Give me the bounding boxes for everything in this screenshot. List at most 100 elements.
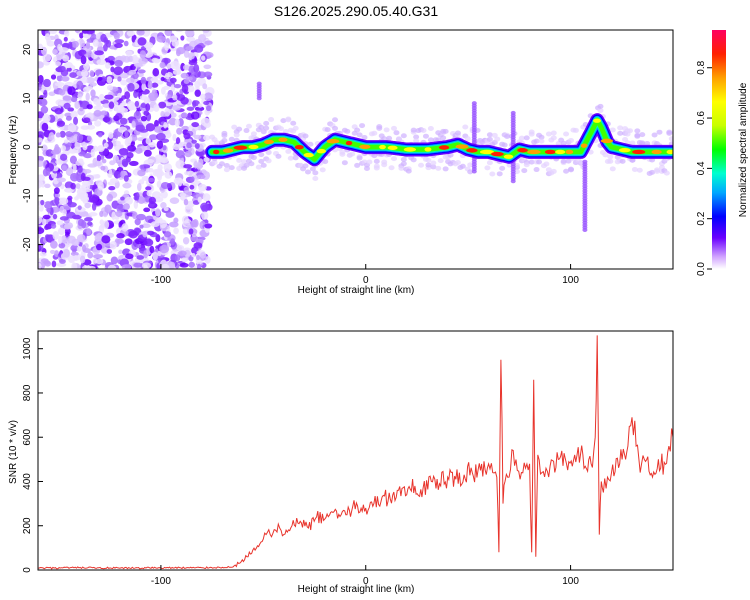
spectrogram-noise-cell — [175, 254, 181, 262]
spectrogram-noise-cell — [188, 60, 198, 66]
spectrogram-noise-cell — [39, 252, 47, 257]
spectrogram-noise-cell — [181, 112, 188, 118]
spectrogram-noise-cell — [102, 220, 110, 230]
spectrogram-noise-cell — [180, 35, 185, 41]
spectrogram-noise-cell — [145, 186, 152, 191]
spectrogram-noise-cell — [150, 77, 159, 82]
spectrogram-noise-cell — [149, 245, 155, 254]
spectrogram-noise-cell — [38, 61, 44, 69]
spectrogram-noise-cell — [183, 164, 193, 169]
spectrogram-noise-cell — [80, 55, 87, 65]
spectrogram-noise-cell — [85, 77, 95, 84]
spectrogram-noise-cell — [181, 257, 188, 263]
spectrogram-noise-cell — [70, 251, 79, 256]
spectrogram-halo-cell — [427, 137, 434, 143]
spectrogram-noise-cell — [88, 194, 99, 203]
spectrogram-noise-cell — [77, 218, 85, 227]
spectrogram-halo-cell — [489, 171, 496, 177]
spectrogram-noise-cell — [68, 148, 77, 154]
spectrogram-halo-cell — [312, 176, 319, 182]
spectrogram-noise-cell — [181, 215, 189, 224]
spectrogram-noise-cell — [112, 155, 119, 164]
spectrogram-halo-cell — [236, 126, 243, 132]
spectrogram-noise-cell — [190, 176, 195, 183]
spectrogram-noise-cell — [172, 143, 182, 151]
spectrogram-noise-cell — [111, 211, 116, 220]
spectrogram-noise-cell — [161, 86, 166, 95]
spectrogram-noise-cell — [48, 132, 55, 141]
spectrogram-noise-cell — [77, 91, 84, 96]
spectrogram-halo-cell — [265, 158, 272, 164]
spectrogram-noise-cell — [203, 92, 214, 101]
spectrogram-noise-cell — [117, 159, 122, 166]
spectrogram-peak-cell — [479, 149, 494, 155]
spectrogram-noise-cell — [62, 95, 72, 101]
spectrogram-halo-cell — [609, 127, 616, 133]
spectrogram-noise-cell — [119, 106, 126, 113]
spectrogram-noise-cell — [54, 197, 60, 205]
spectrogram-halo-cell — [538, 138, 545, 144]
spectrogram-noise-cell — [93, 145, 98, 152]
spectrogram-noise-cell — [52, 49, 58, 55]
spectrogram-noise-cell — [170, 238, 175, 246]
spectrogram-noise-cell — [76, 193, 85, 199]
spectrogram-noise-cell — [163, 122, 168, 129]
spectrogram-halo-cell — [292, 125, 299, 131]
spectrogram-y-tick-label: 10 — [22, 92, 33, 104]
spectrogram-peak-cell — [403, 147, 417, 152]
spectrogram-halo-cell — [302, 133, 309, 139]
spectrogram-noise-cell — [193, 134, 202, 140]
spectrogram-noise-cell — [58, 89, 66, 96]
spectrogram-halo-cell — [359, 123, 366, 129]
spectrogram-halo-cell — [533, 167, 540, 173]
spectrogram-halo-cell — [420, 127, 427, 133]
spectrogram-noise-cell — [75, 183, 81, 189]
spectrogram-noise-cell — [181, 125, 190, 131]
spectrogram-noise-cell — [44, 224, 50, 231]
spectrogram-noise-cell — [169, 221, 179, 228]
spectrogram-noise-cell — [116, 233, 125, 239]
spectrogram-noise-cell — [204, 40, 213, 46]
spectrogram-halo-cell — [413, 134, 420, 140]
spectrogram-noise-cell — [197, 196, 202, 203]
spectrogram-peak-cell — [651, 149, 662, 155]
spectrogram-noise-cell — [160, 181, 170, 190]
spectrogram-noise-cell — [82, 176, 91, 181]
spectrogram-noise-cell — [76, 234, 86, 243]
spectrogram-noise-cell — [85, 92, 90, 101]
spectrogram-halo-cell — [668, 136, 673, 142]
spectrogram-noise-cell — [63, 102, 71, 110]
spectrogram-noise-cell — [123, 40, 129, 47]
spectrogram-noise-cell — [58, 242, 66, 249]
snr-series-line — [38, 335, 673, 570]
spectrogram-halo-cell — [381, 159, 388, 165]
spectrogram-noise-cell — [43, 260, 51, 265]
spectrogram-halo-cell — [302, 163, 309, 169]
spectrogram-noise-cell — [42, 217, 47, 227]
spectrogram-noise-cell — [137, 169, 146, 177]
spectrogram-noise-cell — [178, 177, 183, 187]
spectrogram-noise-cell — [175, 137, 181, 145]
spectrogram-noise-cell — [96, 102, 102, 107]
spectrogram-noise-cell — [159, 157, 169, 164]
spectrogram-noise-cell — [95, 243, 103, 251]
spectrogram-noise-cell — [81, 180, 91, 186]
spectrogram-halo-cell — [523, 162, 530, 168]
spectrogram-peak-cell — [503, 154, 514, 159]
spectrogram-noise-cell — [175, 159, 185, 169]
spectrogram-halo-cell — [371, 130, 378, 136]
spectrogram-noise-cell — [79, 32, 84, 39]
spectrogram-halo-cell — [572, 127, 579, 133]
spectrogram-noise-cell — [160, 263, 170, 269]
spectrogram-noise-cell — [173, 83, 182, 89]
spectrogram-noise-cell — [140, 115, 147, 122]
spectrogram-noise-cell — [38, 174, 45, 182]
spectrogram-halo-cell — [332, 117, 339, 123]
spectrogram-halo-cell — [292, 155, 299, 161]
spectrogram-noise-cell — [138, 57, 149, 65]
spectrogram-noise-cell — [141, 262, 152, 269]
spectrogram-noise-cell — [106, 85, 113, 91]
spectrogram-noise-cell — [77, 165, 83, 174]
spectrogram-peak-cell — [592, 118, 602, 123]
spectrogram-noise-cell — [42, 78, 51, 88]
